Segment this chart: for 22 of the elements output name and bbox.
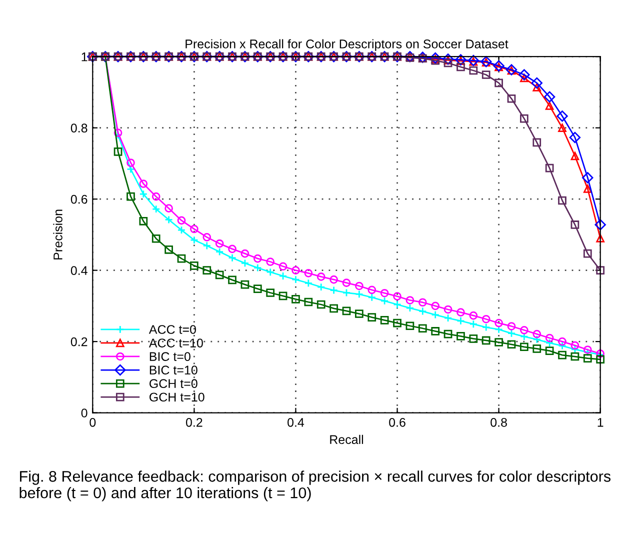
- legend-label: ACC t=10: [148, 338, 203, 348]
- x-tick-label: 0.2: [186, 418, 202, 427]
- x-tick-label: 0.8: [490, 418, 507, 427]
- y-tick-label: 1: [82, 52, 88, 62]
- legend-label: GCH t=10: [150, 392, 204, 402]
- y-tick-label: 0: [81, 408, 88, 418]
- x-tick-label: 0.4: [288, 418, 304, 427]
- x-tick-label: 0: [90, 418, 96, 427]
- legend-label: BIC t=10: [150, 366, 198, 375]
- y-axis-title: Precision: [53, 210, 62, 260]
- y-tick-label: 0.4: [70, 266, 88, 275]
- x-tick-label: 0.6: [389, 418, 406, 427]
- x-tick-label: 1: [598, 418, 604, 427]
- chart-title: Precision x Recall for Color Descriptors on Soccer Dataset: [186, 39, 508, 51]
- y-tick-label: 0.8: [70, 124, 88, 132]
- caption: Fig. 8 Relevance feedback: comparison of precision × recall curves for color descriptors before (t = 0) and after 10 iterations (t = 10): [20, 470, 611, 502]
- y-tick-label: 0.2: [70, 337, 88, 346]
- x-axis-title: Recall: [330, 434, 364, 444]
- y-tick-label: 0.6: [70, 194, 88, 204]
- legend-label: BIC t=0: [150, 352, 190, 361]
- legend-label: ACC t=0: [148, 325, 196, 334]
- legend-label: GCH t=0: [150, 379, 198, 388]
